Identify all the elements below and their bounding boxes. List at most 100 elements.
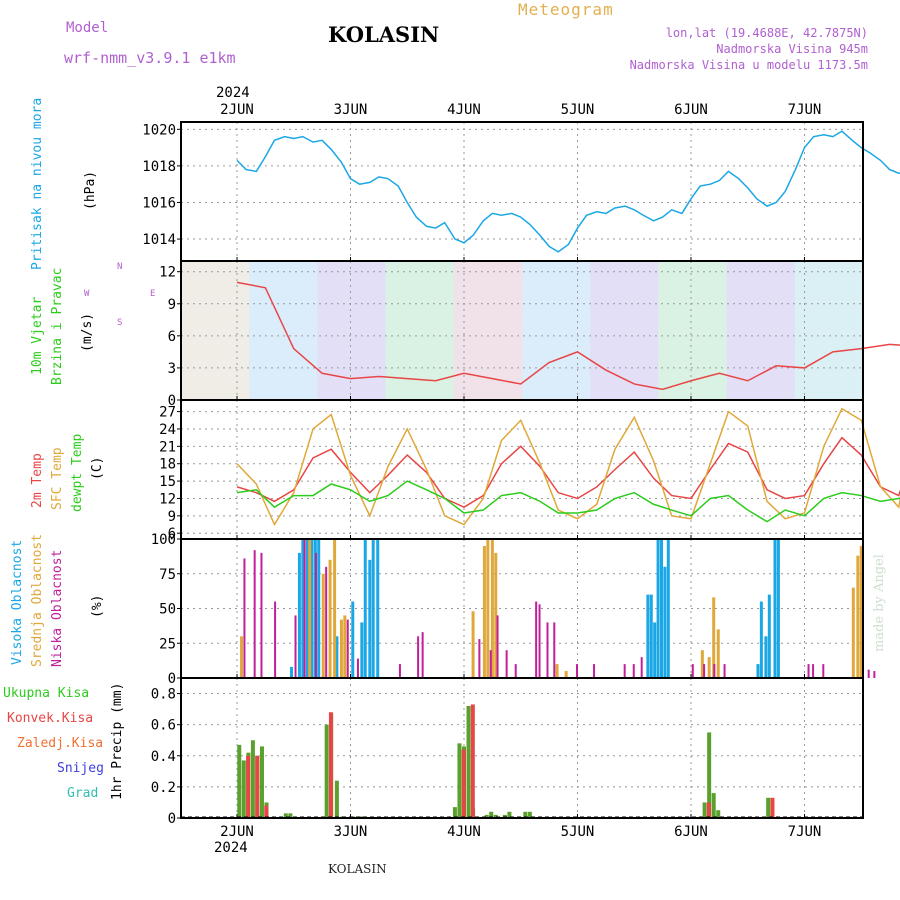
bar-niska-oblacnost [703,664,706,678]
y-tick-label: 0 [168,393,176,409]
bar-ukupna-kisa [707,732,712,818]
bar-srednja-oblacnost [339,619,343,678]
bar-visoka-oblacnost [297,552,301,678]
top-date-label: 2JUN [220,102,254,118]
bar-srednja-oblacnost [486,539,490,678]
bar-ukupna-kisa [334,780,339,818]
y-tick-label: 1016 [142,195,176,211]
bar-niska-oblacnost [546,622,549,678]
bar-visoka-oblacnost [317,539,321,678]
bar-ukupna-kisa [702,802,707,818]
bar-srednja-oblacnost [716,629,720,678]
bar-ukupna-kisa [452,807,457,818]
top-date-label: 6JUN [674,102,708,118]
bar-srednja-oblacnost [471,611,475,678]
bottom-date-label: 7JUN [788,824,822,840]
bar-niska-oblacnost [723,664,726,678]
bar-srednja-oblacnost [712,597,716,678]
bar-visoka-oblacnost [663,566,667,678]
bar-ukupna-kisa [523,811,528,818]
bottom-date-label: 5JUN [561,824,595,840]
bar-visoka-oblacnost [649,594,653,678]
series-line-pritisak-na-nivou-mora [236,130,900,253]
bar-visoka-oblacnost [310,539,314,678]
bar-niska-oblacnost [632,664,635,678]
bar-srednja-oblacnost [564,671,568,678]
bar-ukupna-kisa [766,797,771,818]
bar-srednja-oblacnost [328,559,332,678]
y-tick-label: 0.8 [151,687,176,703]
compass-n: N [117,262,123,272]
top-date-label: 3JUN [334,102,368,118]
bar-niska-oblacnost [807,664,810,678]
series-line-sfc-temp [236,407,900,527]
bar-srednja-oblacnost [240,636,244,678]
y-tick-label: 1020 [142,122,176,138]
y-tick-label: 3 [168,361,176,377]
y-tick-label: 24 [159,422,176,438]
top-date-label: 5JUN [561,102,595,118]
panel-frame [180,677,864,819]
y-tick-label: 75 [159,567,176,583]
bar-visoka-oblacnost [360,622,364,678]
bar-ukupna-kisa [493,814,498,818]
lonlat-text: lon,lat (19.4688E, 42.7875N) [665,26,868,40]
y-tick-label: 21 [159,439,176,455]
precip-legend-hail: Grad [67,786,99,801]
bar-niska-oblacnost [243,558,246,678]
bar-niska-oblacnost [640,657,643,678]
bar-niska-oblacnost [325,566,328,678]
bar-niska-oblacnost [346,619,349,678]
compass-s: S [117,318,123,328]
wind-band [726,261,795,400]
bar-visoka-oblacnost [363,539,367,678]
wind-panel-bg [181,261,863,400]
bar-visoka-oblacnost [764,636,768,678]
bar-visoka-oblacnost [376,539,380,678]
y-tick-label: 0.4 [151,749,176,765]
wind-band [522,261,591,400]
bar-ukupna-kisa [527,811,532,818]
bar-niska-oblacnost [593,664,596,678]
y-tick-label: 0 [168,671,176,687]
bar-visoka-oblacnost [301,539,305,678]
bar-visoka-oblacnost [767,594,771,678]
bar-niska-oblacnost [260,552,263,678]
wind-band [794,261,863,400]
bar-srednja-oblacnost [308,539,312,678]
y-tick-label: 50 [159,602,176,618]
bar-ukupna-kisa [507,811,512,818]
bar-ukupna-kisa [466,706,471,818]
bar-konvek-kisa [461,749,466,818]
bar-konvek-kisa [246,755,251,818]
bar-niska-oblacnost [535,601,538,678]
bar-ukupna-kisa [241,760,246,818]
top-date-label: 7JUN [788,102,822,118]
bar-niska-oblacnost [314,552,317,678]
bar-niska-oblacnost [274,601,277,678]
bar-niska-oblacnost [417,636,420,678]
y-tick-label: 1018 [142,159,176,175]
bar-ukupna-kisa [324,724,329,818]
compass-e: E [150,289,156,299]
bar-visoka-oblacnost [759,601,763,678]
bar-konvek-kisa [470,704,475,818]
precip-legend-frozen: Zaledj.Kisa [17,736,104,751]
bar-niska-oblacnost [623,664,626,678]
bar-ukupna-kisa [489,811,494,818]
bar-niska-oblacnost [505,650,508,678]
bar-konvek-kisa [706,802,711,818]
footer-station: KOLASIN [328,862,387,876]
y-tick-label: 12 [159,265,176,281]
bar-visoka-oblacnost [305,539,309,678]
y-tick-label: 6 [168,526,176,542]
bar-niska-oblacnost [822,664,825,678]
model-label: Model [66,20,109,36]
bar-niska-oblacnost [421,632,424,678]
bar-visoka-oblacnost [646,594,650,678]
bar-srednja-oblacnost [343,615,347,678]
precip-legend-conv: Konvek.Kisa [7,711,94,726]
wind-band [181,261,250,400]
bar-ukupna-kisa [288,813,293,818]
